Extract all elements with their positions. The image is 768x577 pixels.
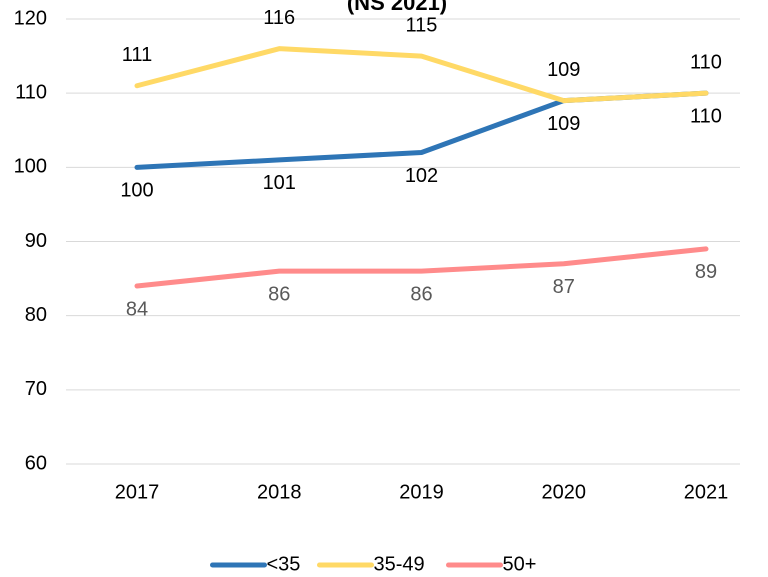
series-line bbox=[134, 90, 709, 170]
data-label: 100 bbox=[120, 180, 153, 202]
x-tick-label: 2018 bbox=[257, 481, 302, 503]
data-label: 109 bbox=[547, 59, 580, 81]
data-label: 110 bbox=[690, 105, 722, 127]
y-tick-label: 120 bbox=[14, 7, 47, 29]
data-label: 102 bbox=[405, 165, 438, 187]
x-tick-label: 2021 bbox=[684, 481, 729, 503]
data-label: 115 bbox=[406, 14, 438, 36]
chart-title: (NS 2021) bbox=[347, 0, 447, 15]
x-tick-label: 2020 bbox=[542, 481, 587, 503]
data-label: 84 bbox=[126, 298, 148, 320]
y-tick-label: 80 bbox=[25, 304, 47, 326]
y-tick-label: 60 bbox=[25, 452, 47, 474]
data-label: 110 bbox=[690, 51, 722, 73]
x-tick-label: 2019 bbox=[399, 481, 444, 503]
data-label: 86 bbox=[268, 283, 290, 305]
data-label: 116 bbox=[263, 7, 295, 29]
data-label: 111 bbox=[122, 44, 152, 66]
y-tick-label: 90 bbox=[25, 230, 47, 252]
legend-label: <35 bbox=[267, 553, 301, 575]
y-tick-label: 110 bbox=[15, 81, 47, 103]
legend-label: 50+ bbox=[503, 553, 537, 575]
data-label: 109 bbox=[547, 113, 580, 135]
data-label: 86 bbox=[410, 283, 432, 305]
data-label: 89 bbox=[695, 261, 717, 283]
x-tick-label: 2017 bbox=[115, 481, 160, 503]
data-label: 87 bbox=[553, 276, 575, 298]
data-label: 101 bbox=[263, 172, 296, 194]
y-tick-label: 100 bbox=[14, 156, 47, 178]
legend-label: 35-49 bbox=[374, 553, 425, 575]
series-line bbox=[134, 246, 709, 289]
series-line bbox=[134, 46, 709, 104]
y-tick-label: 70 bbox=[25, 378, 47, 400]
